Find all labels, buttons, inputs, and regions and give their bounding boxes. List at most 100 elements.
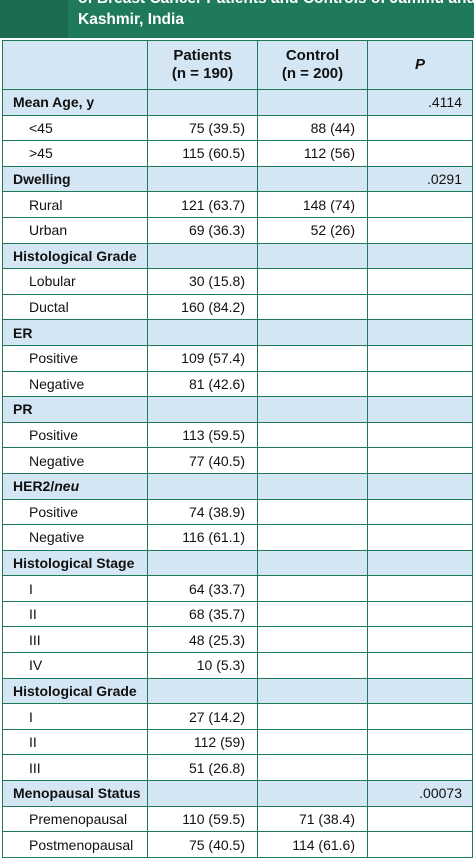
control-value [257,472,368,500]
table-row: Negative 77 (40.5) [2,447,473,474]
control-value: 112 (56) [257,140,368,167]
header-patients-title: Patients [173,47,232,64]
table-row: III 51 (26.8) [2,754,473,782]
header-control: Control (n = 200) [257,40,368,90]
patients-value [147,165,258,193]
row-label: <45 [2,114,148,142]
p-value: .4114 [367,89,473,116]
section-row: Mean Age, y .4114 [2,89,473,116]
control-value: 52 (26) [257,216,368,244]
row-label: Urban [2,216,148,244]
control-value [257,447,368,474]
table-row: Postmenopausal 75 (40.5) 114 (61.6) [2,831,473,858]
table-row: Premenopausal 110 (59.5) 71 (38.4) [2,805,473,833]
p-value [367,805,473,833]
her2-label-part: HER2/ [13,478,55,495]
patients-value [147,472,258,500]
row-label: Histological Grade [2,677,148,705]
row-label: III [2,626,148,654]
patients-value [147,677,258,705]
p-value [367,472,473,500]
row-label: Positive [2,344,148,372]
p-value: .0291 [367,165,473,193]
control-value [257,575,368,602]
patients-value: 75 (39.5) [147,114,258,142]
row-label: II [2,728,148,756]
control-value: 71 (38.4) [257,805,368,833]
table-row: Rural 121 (63.7) 148 (74) [2,191,473,218]
p-value [367,524,473,551]
patients-value: 68 (35.7) [147,600,258,628]
p-value [367,447,473,474]
table-row: Positive 109 (57.4) [2,344,473,372]
control-value: 88 (44) [257,114,368,142]
table-row: Positive 74 (38.9) [2,498,473,526]
p-value [367,140,473,167]
patients-value: 109 (57.4) [147,344,258,372]
patients-value: 74 (38.9) [147,498,258,526]
control-value [257,754,368,782]
patients-value: 115 (60.5) [147,140,258,167]
section-row: ER [2,319,473,346]
header-control-count: (n = 200) [281,65,344,82]
p-value [367,191,473,218]
patients-value [147,319,258,346]
row-label: Negative [2,524,148,551]
patients-value: 116 (61.1) [147,524,258,551]
p-value: .00073 [367,780,473,807]
row-label: Histological Stage [2,549,148,577]
control-value [257,524,368,551]
control-value [257,600,368,628]
patients-value: 112 (59) [147,728,258,756]
p-value [367,396,473,423]
row-label: II [2,600,148,628]
p-value [367,703,473,730]
section-row: PR [2,396,473,423]
row-label: PR [2,396,148,423]
table-row: Lobular 30 (15.8) [2,268,473,295]
row-label: Mean Age, y [2,89,148,116]
p-value [367,268,473,295]
table-row: Negative 81 (42.6) [2,370,473,398]
patients-value [147,396,258,423]
row-label: Postmenopausal [2,831,148,858]
row-label: Dwelling [2,165,148,193]
table-title-line-2: Kashmir, India [78,11,184,28]
row-label: I [2,703,148,730]
data-table: Patients (n = 190) Control (n = 200) P M… [2,40,473,858]
patients-value: 69 (36.3) [147,216,258,244]
p-value [367,575,473,602]
table-row: Positive 113 (59.5) [2,421,473,449]
p-value [367,831,473,858]
patients-value [147,780,258,807]
table-row: II 68 (35.7) [2,600,473,628]
p-value [367,754,473,782]
control-value [257,498,368,526]
section-row: Histological Grade [2,242,473,270]
patients-value: 48 (25.3) [147,626,258,654]
control-value [257,242,368,270]
section-row: Histological Grade [2,677,473,705]
row-label: Premenopausal [2,805,148,833]
control-value [257,780,368,807]
control-value [257,319,368,346]
p-value [367,652,473,679]
section-row: HER2/neu [2,472,473,500]
table-row: II 112 (59) [2,728,473,756]
row-label: I [2,575,148,602]
p-value [367,344,473,372]
p-value [367,626,473,654]
p-value [367,549,473,577]
row-label: III [2,754,148,782]
p-value [367,677,473,705]
header-label-cell [2,40,148,90]
p-value [367,242,473,270]
p-value [367,319,473,346]
table-row: >45 115 (60.5) 112 (56) [2,140,473,167]
table-body: Mean Age, y .4114 <45 75 (39.5) 88 (44) >45 11… [2,89,473,858]
row-label: Ductal [2,293,148,321]
patients-value: 77 (40.5) [147,447,258,474]
p-value [367,498,473,526]
control-value: 114 (61.6) [257,831,368,858]
patients-value [147,549,258,577]
